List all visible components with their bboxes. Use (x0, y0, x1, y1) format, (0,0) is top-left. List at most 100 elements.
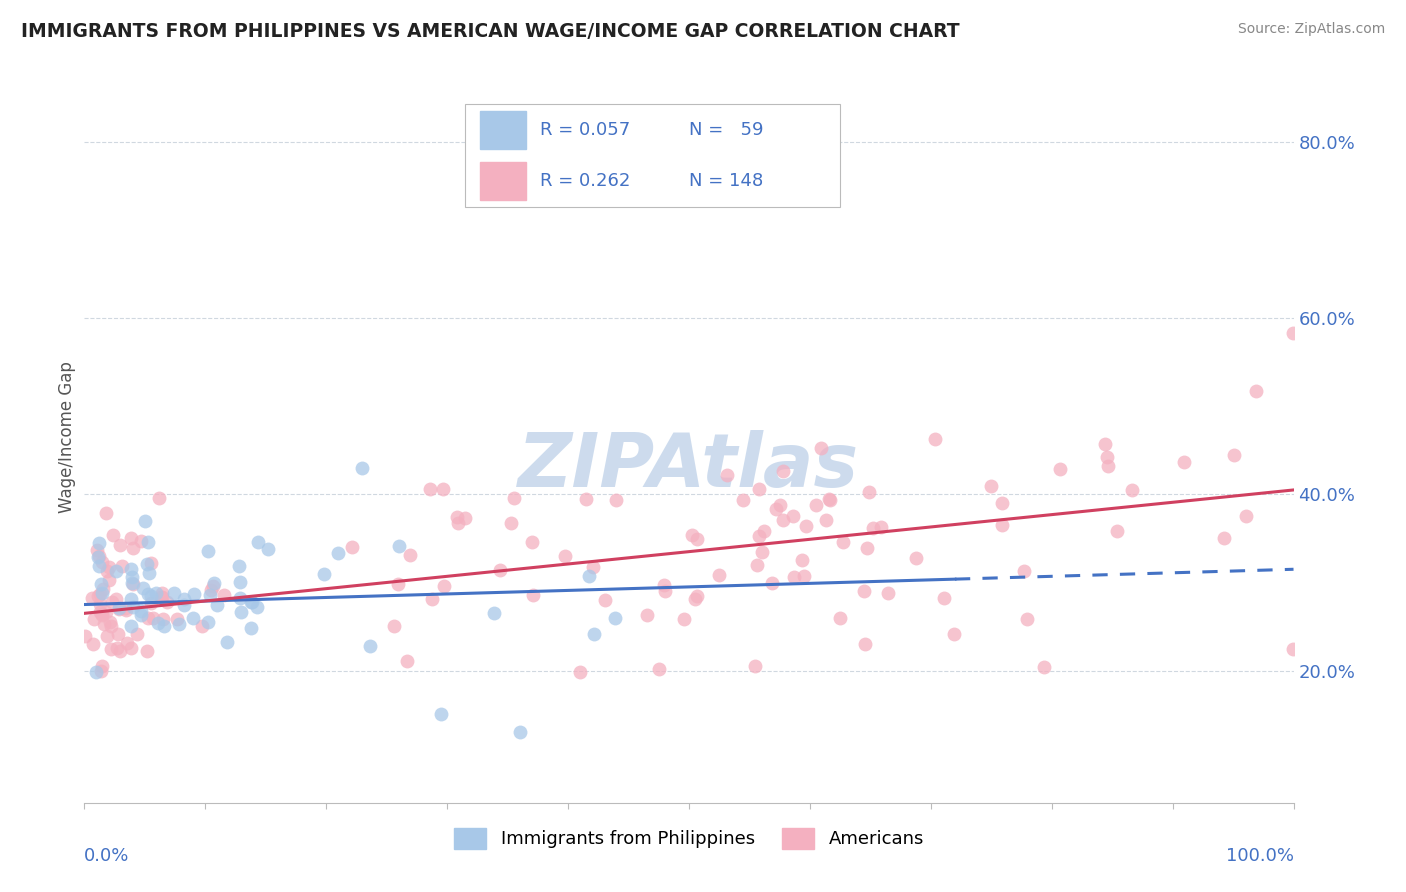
Point (146, 615, 169, 630)
Point (136, 535, 159, 549)
Text: N =   59: N = 59 (689, 121, 763, 139)
Point (904, 550, 927, 565)
Point (142, 611, 165, 625)
Point (388, 539, 411, 553)
Point (328, 546, 350, 560)
Point (858, 485, 880, 500)
Point (605, 493, 627, 508)
Point (202, 579, 225, 593)
Point (818, 493, 841, 508)
Point (87, 549, 110, 564)
Point (853, 583, 876, 598)
Point (200, 583, 222, 598)
Point (239, 621, 262, 635)
Point (139, 556, 162, 570)
Point (163, 586, 186, 600)
Point (96, 629, 118, 643)
Point (605, 611, 627, 625)
Point (129, 608, 152, 623)
Point (97, 573, 120, 587)
Y-axis label: Wage/Income Gap: Wage/Income Gap (58, 361, 76, 513)
Point (707, 567, 730, 582)
Point (672, 612, 695, 626)
Point (256, 542, 278, 557)
Point (121, 570, 143, 584)
Text: IMMIGRANTS FROM PHILIPPINES VS AMERICAN WAGE/INCOME GAP CORRELATION CHART: IMMIGRANTS FROM PHILIPPINES VS AMERICAN … (21, 22, 960, 41)
Point (82, 637, 104, 651)
Point (818, 491, 841, 506)
Point (173, 592, 195, 607)
Point (120, 619, 142, 633)
Point (91, 586, 114, 600)
Point (853, 637, 876, 651)
Point (447, 516, 470, 530)
Point (484, 606, 506, 620)
Point (769, 498, 792, 512)
Point (754, 524, 776, 538)
Point (980, 478, 1002, 492)
Point (83, 612, 105, 626)
Point (242, 594, 264, 608)
Point (87, 589, 110, 603)
Point (1223, 448, 1246, 462)
Point (121, 640, 143, 655)
Point (111, 559, 134, 574)
Point (382, 619, 405, 633)
Point (90, 555, 112, 569)
Point (86, 542, 108, 557)
Point (114, 601, 136, 615)
Point (830, 611, 852, 625)
Point (167, 616, 190, 631)
Point (148, 491, 170, 505)
Point (115, 603, 138, 617)
Point (509, 725, 531, 739)
Point (794, 518, 817, 533)
Point (228, 559, 250, 574)
Point (681, 528, 703, 542)
Point (212, 588, 235, 602)
Point (108, 601, 131, 615)
Point (108, 600, 131, 615)
Point (765, 502, 787, 516)
Point (454, 511, 477, 525)
Point (228, 574, 250, 589)
Text: R = 0.057: R = 0.057 (540, 121, 630, 139)
Point (129, 604, 152, 618)
Point (153, 619, 176, 633)
Point (84, 665, 107, 679)
Point (924, 433, 946, 447)
Point (359, 639, 381, 653)
Point (80, 591, 103, 605)
Point (121, 577, 143, 591)
Point (1173, 455, 1195, 469)
Point (247, 534, 270, 549)
Point (129, 534, 152, 549)
Point (96, 605, 118, 619)
Point (396, 654, 419, 668)
Point (150, 586, 173, 600)
Point (522, 588, 544, 602)
Point (150, 590, 173, 604)
Point (420, 592, 443, 607)
Point (387, 577, 409, 591)
Point (93, 616, 115, 631)
Point (569, 665, 592, 680)
Point (399, 548, 422, 562)
Point (488, 563, 510, 577)
Text: N = 148: N = 148 (689, 172, 763, 190)
Point (156, 595, 179, 609)
Text: Source: ZipAtlas.com: Source: ZipAtlas.com (1237, 22, 1385, 37)
Point (432, 482, 454, 496)
Point (783, 570, 806, 584)
Text: 100.0%: 100.0% (1226, 847, 1294, 864)
Point (1017, 612, 1039, 626)
Point (121, 541, 143, 555)
Point (105, 641, 128, 656)
Point (501, 516, 523, 531)
Point (89, 559, 111, 574)
Point (748, 528, 770, 542)
Point (1244, 384, 1267, 398)
Point (229, 605, 252, 619)
Point (792, 552, 814, 566)
Point (793, 569, 815, 583)
